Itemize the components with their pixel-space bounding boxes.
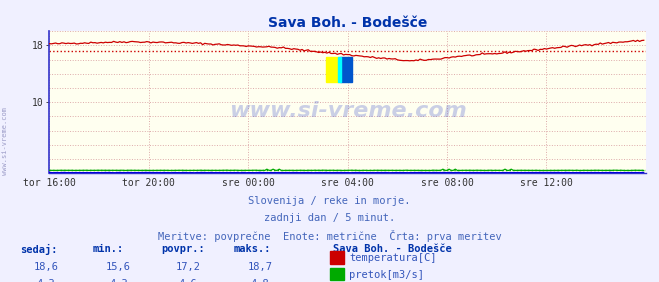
- Text: sre 00:00: sre 00:00: [222, 178, 275, 188]
- Text: 4,8: 4,8: [251, 279, 270, 282]
- Text: sre 12:00: sre 12:00: [520, 178, 573, 188]
- Text: 4,3: 4,3: [37, 279, 55, 282]
- Text: zadnji dan / 5 minut.: zadnji dan / 5 minut.: [264, 213, 395, 223]
- Text: 18,7: 18,7: [248, 262, 273, 272]
- Text: maks.:: maks.:: [234, 244, 272, 254]
- Bar: [330, 251, 344, 264]
- Text: povpr.:: povpr.:: [161, 244, 205, 254]
- Text: sre 08:00: sre 08:00: [420, 178, 473, 188]
- Text: www.si-vreme.com: www.si-vreme.com: [229, 101, 467, 121]
- Text: tor 16:00: tor 16:00: [23, 178, 76, 188]
- Text: www.si-vreme.com: www.si-vreme.com: [2, 107, 9, 175]
- Text: Meritve: povprečne  Enote: metrične  Črta: prva meritev: Meritve: povprečne Enote: metrične Črta:…: [158, 230, 501, 242]
- Text: 15,6: 15,6: [106, 262, 131, 272]
- Text: sedaj:: sedaj:: [20, 244, 57, 255]
- Text: sre 04:00: sre 04:00: [321, 178, 374, 188]
- Text: min.:: min.:: [92, 244, 123, 254]
- Bar: [330, 268, 344, 280]
- Text: temperatura[C]: temperatura[C]: [349, 253, 437, 263]
- Text: Sava Boh. - Bodešče: Sava Boh. - Bodešče: [333, 244, 451, 254]
- Text: 4,3: 4,3: [109, 279, 128, 282]
- Text: Slovenija / reke in morje.: Slovenija / reke in morje.: [248, 196, 411, 206]
- Text: 4,6: 4,6: [179, 279, 197, 282]
- Bar: [326, 57, 339, 82]
- Bar: [338, 57, 341, 82]
- Bar: [341, 57, 352, 82]
- Text: pretok[m3/s]: pretok[m3/s]: [349, 270, 424, 280]
- Title: Sava Boh. - Bodešče: Sava Boh. - Bodešče: [268, 16, 427, 30]
- Text: tor 20:00: tor 20:00: [123, 178, 175, 188]
- Text: 17,2: 17,2: [175, 262, 200, 272]
- Text: 18,6: 18,6: [34, 262, 59, 272]
